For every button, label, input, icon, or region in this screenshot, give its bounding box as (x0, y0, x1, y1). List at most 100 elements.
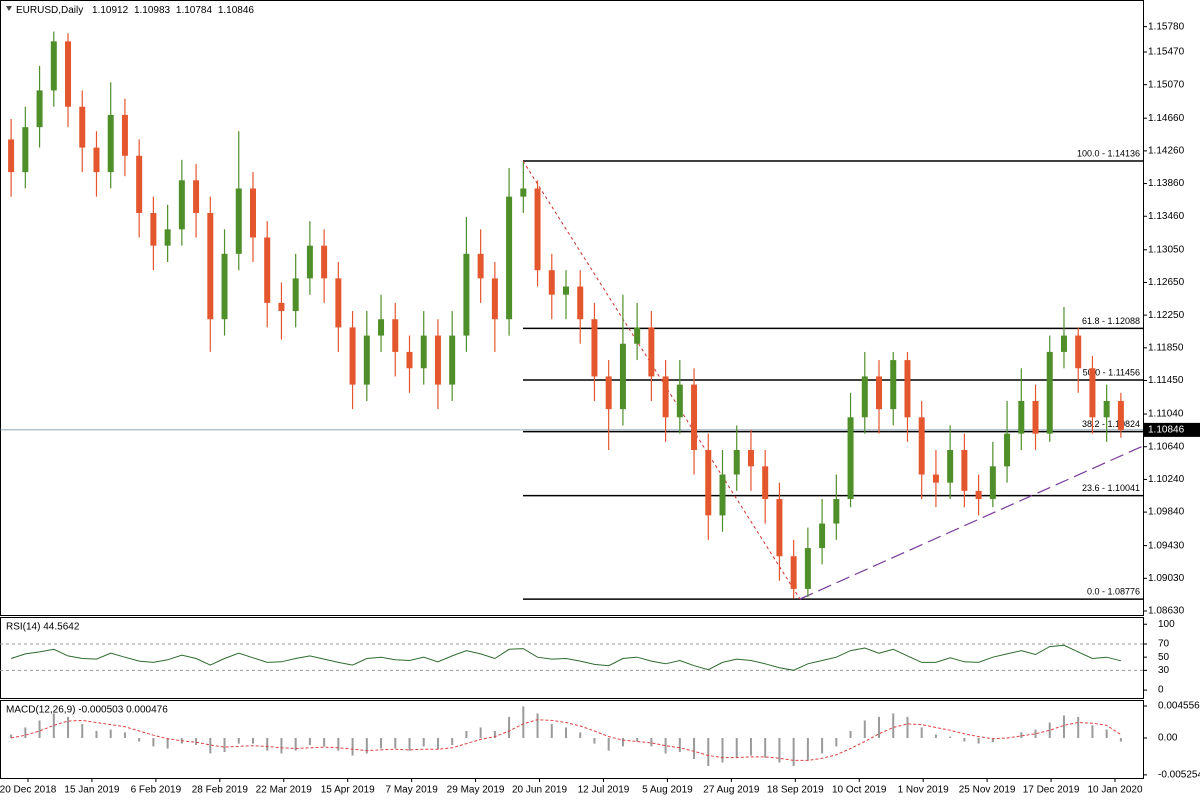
candle-body (292, 278, 299, 312)
rsi-panel-frame (0, 617, 1144, 699)
x-tick-label: 29 May 2019 (447, 785, 505, 796)
macd-bar (607, 737, 610, 751)
macd-bar (1091, 725, 1094, 738)
candle-body (932, 474, 939, 483)
macd-bar (1062, 715, 1065, 738)
candle-body (747, 449, 754, 467)
macd-signal-line (11, 719, 1122, 761)
candle-body (65, 41, 72, 107)
candle-body (164, 229, 171, 246)
last-price-box (1144, 422, 1200, 437)
header-low: 1.10784 (176, 5, 213, 16)
y-tick-label: 0.004556 (1158, 701, 1200, 712)
candle-body (819, 523, 826, 549)
header-open: 1.10912 (92, 5, 129, 16)
macd-bar (152, 737, 155, 747)
header-close: 1.10846 (218, 5, 255, 16)
macd-bar (337, 737, 340, 751)
candle-body (491, 278, 498, 320)
macd-bar (650, 737, 653, 747)
y-tick-label: 1.10640 (1148, 441, 1185, 452)
candle-body (648, 327, 655, 377)
candle-body (733, 449, 740, 475)
candle-body (1004, 433, 1011, 467)
candle-body (463, 253, 470, 336)
y-tick-label: 50 (1158, 652, 1170, 663)
y-tick-label: 1.15470 (1148, 47, 1185, 58)
fib-label: 50.0 - 1.11456 (1083, 367, 1140, 377)
main-panel-frame (0, 0, 1144, 616)
candle-body (420, 335, 427, 369)
x-tick-label: 5 Aug 2019 (642, 785, 693, 796)
macd-bar (664, 737, 667, 754)
x-tick-label: 10 Oct 2019 (832, 785, 887, 796)
candle-body (989, 466, 996, 500)
macd-bar (949, 736, 952, 738)
macd-panel-frame (0, 700, 1144, 779)
candle-body (676, 384, 683, 418)
macd-bar (394, 737, 397, 749)
y-tick-label: 1.13050 (1148, 244, 1185, 255)
macd-bar (109, 729, 112, 738)
macd-bar (508, 716, 511, 738)
macd-bar (251, 737, 254, 744)
fib-label: 0.0 - 1.08776 (1087, 586, 1140, 596)
candle-body (961, 449, 968, 491)
macd-bar (209, 737, 212, 754)
macd-bar (678, 737, 681, 753)
candle-body (605, 376, 612, 410)
candle-body (36, 90, 43, 128)
macd-bar (906, 716, 909, 738)
candle-body (662, 376, 669, 418)
candle-body (477, 253, 484, 279)
x-tick-label: 27 Aug 2019 (703, 785, 760, 796)
x-tick-label: 17 Dec 2019 (1023, 785, 1080, 796)
fib-trend-line (522, 160, 801, 600)
macd-bar (522, 706, 525, 738)
macd-bar (123, 732, 126, 738)
y-tick-label: 30 (1158, 665, 1170, 676)
candle-body (705, 449, 712, 516)
y-tick-label: 1.09430 (1148, 540, 1185, 551)
macd-bar (536, 713, 539, 738)
last-price-label: 1.10846 (1148, 425, 1185, 436)
candle-body (577, 286, 584, 320)
fib-label: 38.2 - 1.10824 (1082, 419, 1140, 429)
macd-bar (735, 737, 738, 758)
candle-body (335, 278, 342, 328)
macd-bar (806, 737, 809, 761)
candle-body (22, 127, 29, 173)
candle-body (506, 196, 513, 320)
candle-body (904, 360, 911, 418)
macd-bar (565, 727, 567, 738)
macd-bar (792, 737, 795, 767)
macd-bar (963, 737, 966, 742)
candle-body (8, 139, 15, 173)
macd-bar (863, 720, 866, 738)
macd-bar (166, 737, 169, 749)
macd-title: MACD(12,26,9) -0.000503 0.000476 (6, 705, 168, 716)
macd-bar (1020, 732, 1023, 738)
candle-body (349, 327, 356, 385)
candle-body (406, 351, 413, 369)
macd-bar (892, 713, 895, 738)
macd-bar (749, 737, 752, 756)
rsi-title: RSI(14) 44.5642 (6, 622, 80, 633)
macd-bar (1119, 737, 1122, 742)
candle-body (207, 212, 214, 320)
x-tick-label: 1 Nov 2019 (898, 785, 950, 796)
candle-body (719, 474, 726, 516)
macd-bar (465, 730, 468, 738)
macd-bar (977, 737, 980, 744)
macd-bar (934, 734, 937, 738)
candle-body (790, 556, 797, 589)
macd-bar (95, 730, 98, 738)
rsi-line (10, 644, 1122, 671)
candle-body (1018, 400, 1025, 434)
candle-body (449, 335, 456, 385)
candle-body (847, 417, 854, 500)
macd-bar (436, 737, 439, 750)
y-tick-label: 1.12650 (1148, 277, 1185, 288)
macd-bar (835, 737, 838, 747)
candle-body (762, 466, 769, 500)
